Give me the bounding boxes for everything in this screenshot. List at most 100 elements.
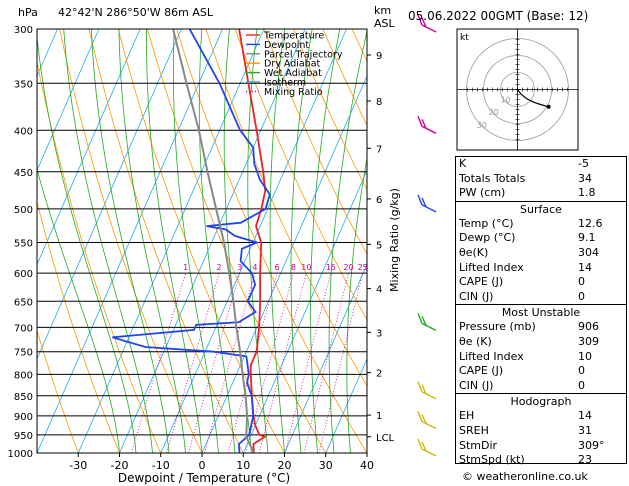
km-tick-label: 3 bbox=[376, 328, 382, 339]
dry-adiabat-line bbox=[264, 29, 367, 256]
dry-adiabat-line bbox=[59, 29, 203, 453]
mixing-ratio-line bbox=[303, 273, 349, 453]
row-value: 304 bbox=[578, 245, 599, 259]
km-tick-label: 1 bbox=[376, 411, 382, 422]
pressure-tick-label: 650 bbox=[14, 297, 33, 308]
km-tick-label: 8 bbox=[376, 97, 382, 108]
wind-barbs bbox=[417, 14, 437, 457]
wind-barb-flag bbox=[421, 17, 427, 28]
pressure-tick-label: 700 bbox=[14, 323, 33, 334]
hodograph-unit: kt bbox=[460, 33, 469, 43]
table-row: CAPE (J) 0 bbox=[456, 364, 626, 379]
table-row: EH 14 bbox=[456, 409, 626, 424]
x-tick-label: -30 bbox=[69, 459, 87, 472]
isotherm-line bbox=[242, 169, 367, 453]
pressure-tick-label: 800 bbox=[14, 370, 33, 381]
table-row: Dewp (°C) 9.1 bbox=[456, 231, 626, 246]
table-row: Totals Totals 34 bbox=[456, 172, 626, 187]
wet-adiabat-line bbox=[172, 29, 219, 453]
axes-labels: 3003504004505005506006507007508008509009… bbox=[8, 25, 395, 472]
wind-barb-flag bbox=[421, 316, 427, 326]
mixing-ratio-line bbox=[166, 272, 220, 453]
row-value: 0 bbox=[578, 378, 585, 392]
x-tick-label: 40 bbox=[360, 459, 374, 472]
wind-barb-flag bbox=[417, 116, 423, 127]
row-value: 0 bbox=[578, 289, 585, 303]
row-label: K bbox=[459, 157, 467, 170]
table-row: PW (cm) 1.8 bbox=[456, 186, 626, 201]
hodograph-block: Hodograph EH 14 SREH 31 StmDir 309° StmSpd (kt… bbox=[456, 393, 626, 467]
table-row: CIN (J) 0 bbox=[456, 379, 626, 394]
row-value: 0 bbox=[578, 364, 585, 378]
legend-label: Isotherm bbox=[264, 78, 306, 89]
table-row: StmSpd (kt) 23 bbox=[456, 453, 626, 468]
mixing-ratio-label: 3 bbox=[237, 263, 242, 272]
table-row: SREH 31 bbox=[456, 424, 626, 439]
legend-label: Dewpoint bbox=[264, 40, 309, 51]
row-label: StmSpd (kt) bbox=[459, 453, 525, 467]
row-value: 1.8 bbox=[578, 186, 596, 200]
wind-barb-staff bbox=[421, 24, 437, 33]
wind-barb-staff bbox=[421, 204, 437, 213]
wind-barb-flag bbox=[421, 414, 427, 424]
row-label: θe (K) bbox=[459, 334, 492, 348]
row-value: 14 bbox=[578, 409, 592, 423]
pressure-tick-label: 950 bbox=[14, 431, 33, 442]
row-label: CIN (J) bbox=[459, 289, 494, 303]
row-value: 906 bbox=[578, 320, 599, 334]
wet-adiabat-line bbox=[328, 29, 367, 453]
mixing-ratio-label: 6 bbox=[275, 263, 280, 272]
wind-barb-flag bbox=[417, 438, 423, 450]
row-label: PW (cm) bbox=[459, 186, 506, 200]
x-tick-label: 30 bbox=[319, 459, 333, 472]
surface-title: Surface bbox=[520, 202, 562, 216]
legend-label: Mixing Ratio bbox=[264, 87, 323, 98]
mixing-ratio-label: 25 bbox=[358, 263, 368, 272]
pressure-tick-label: 850 bbox=[14, 392, 33, 403]
wind-barb-staff bbox=[421, 322, 437, 332]
km-tick-label: 7 bbox=[376, 144, 382, 155]
km-tick-label: 9 bbox=[376, 51, 382, 62]
mixing-ratio-label: 10 bbox=[301, 263, 311, 272]
wind-barb-staff bbox=[421, 448, 437, 457]
wind-barb-flag bbox=[421, 119, 427, 129]
series-line bbox=[238, 29, 267, 453]
x-tick-label: 0 bbox=[199, 459, 206, 472]
legend-label: Dry Adiabat bbox=[264, 59, 321, 70]
asl-label: ASL bbox=[374, 17, 396, 30]
row-label: Pressure (mb) bbox=[459, 320, 536, 334]
row-value: -5 bbox=[578, 157, 589, 170]
mixing-ratio-labels: 1 2 3 4 6 8 10 15 20 25 bbox=[183, 263, 368, 272]
km-tick-label: 4 bbox=[376, 285, 382, 296]
isotherm-line bbox=[119, 29, 306, 453]
hodograph-ring-label: 10 bbox=[501, 95, 511, 104]
pressure-tick-label: 1000 bbox=[8, 449, 33, 460]
table-row: Pressure (mb) 906 bbox=[456, 320, 626, 335]
row-value: 34 bbox=[578, 171, 592, 185]
row-value: 309° bbox=[578, 438, 605, 452]
table-row: θe (K) 309 bbox=[456, 335, 626, 350]
mixing-ratio-label: 4 bbox=[252, 263, 257, 272]
series-line bbox=[172, 29, 255, 453]
row-value: 12.6 bbox=[578, 216, 603, 230]
table-row: K -5 bbox=[456, 157, 626, 172]
row-value: 0 bbox=[578, 275, 585, 289]
pressure-tick-label: 550 bbox=[14, 239, 33, 250]
wet-adiabats bbox=[37, 29, 367, 453]
row-value: 23 bbox=[578, 453, 592, 467]
isotherm-line bbox=[37, 29, 100, 172]
wet-adiabat-line bbox=[63, 29, 153, 453]
mixing-ratio-label: 8 bbox=[291, 263, 296, 272]
row-value: 10 bbox=[578, 349, 592, 363]
table-row: Temp (°C) 12.6 bbox=[456, 217, 626, 232]
most-unstable-title: Most Unstable bbox=[501, 306, 581, 320]
wind-barb-flag bbox=[421, 384, 427, 395]
km-tick-label: 2 bbox=[376, 369, 382, 380]
mixing-ratio-line bbox=[130, 272, 187, 453]
row-label: EH bbox=[459, 409, 475, 423]
mixing-ratio-label: 2 bbox=[217, 263, 222, 272]
wind-barb-flag bbox=[417, 411, 423, 422]
datetime-label: 05.06.2022 00GMT (Base: 12) bbox=[408, 9, 588, 23]
km-tick-label: 5 bbox=[376, 240, 382, 251]
